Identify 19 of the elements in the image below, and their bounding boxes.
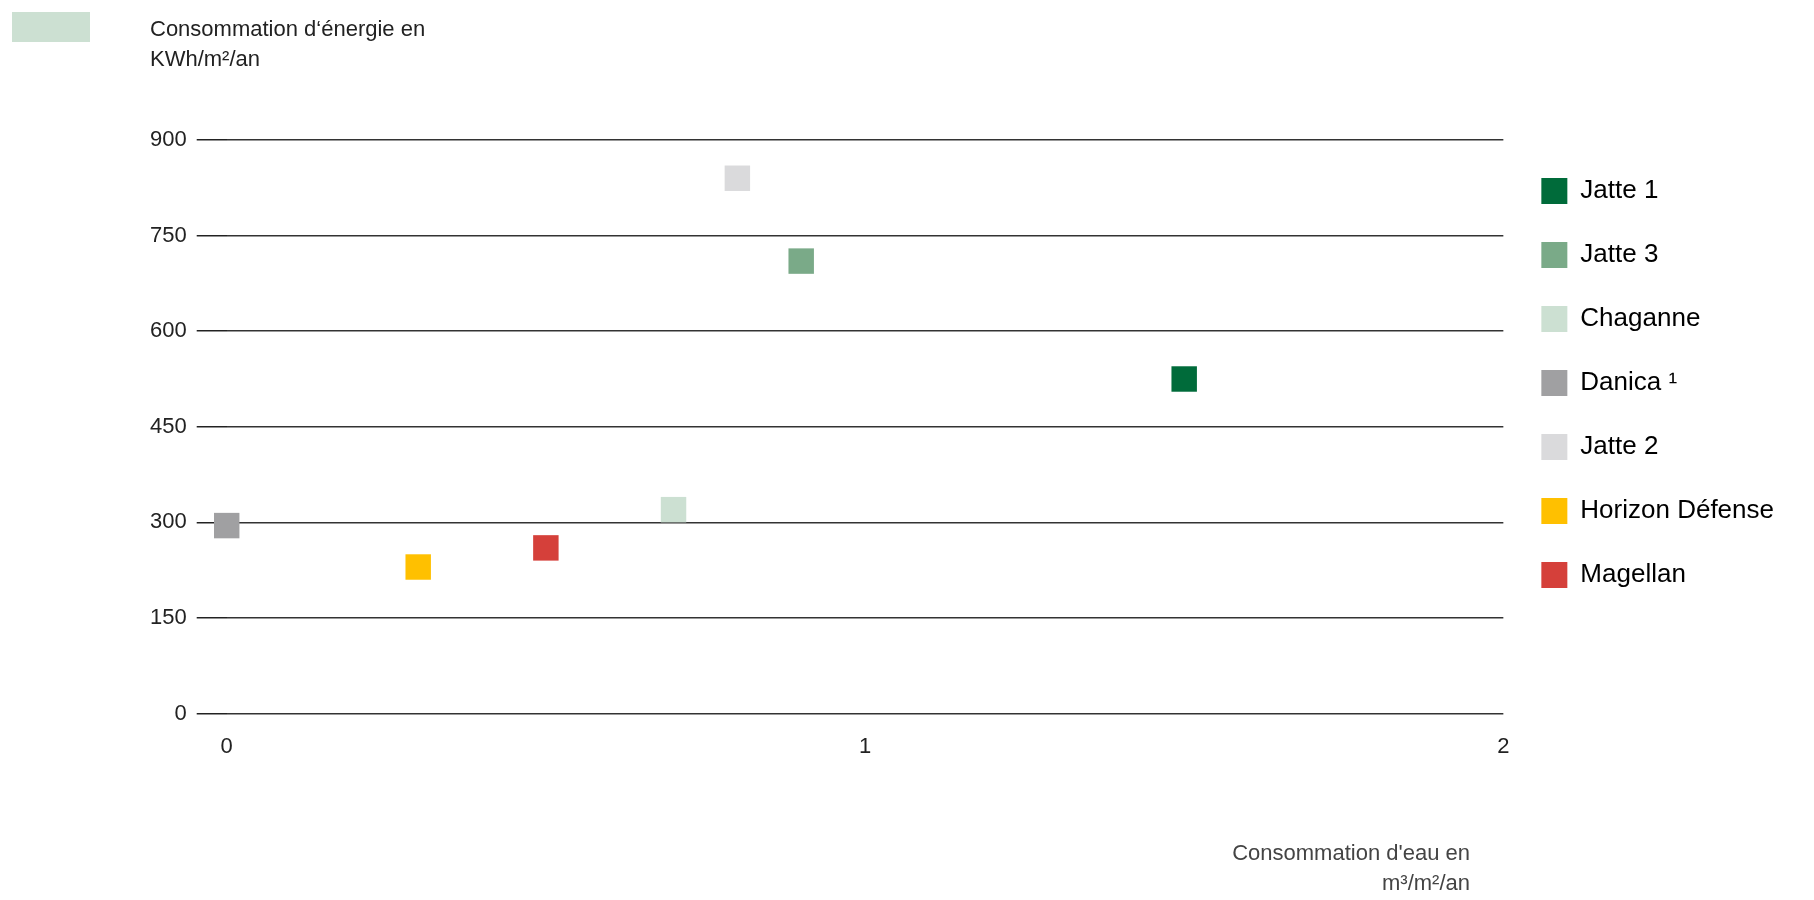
x-axis-title: Consommation d'eau en m³/m²/an (1231, 839, 1470, 897)
y-tick-label: 450 (149, 412, 187, 438)
legend-label: Magellan (1580, 558, 1686, 589)
x-tick-label: 2 (1497, 732, 1510, 758)
legend-label: Jatte 2 (1580, 430, 1659, 461)
legend-label: Horizon Défense (1580, 494, 1774, 525)
y-axis-title: Consommation d‘énergie en KWh/m²/an (150, 15, 427, 73)
y-tick-label: 300 (149, 508, 187, 534)
legend-label: Chaganne (1580, 302, 1701, 333)
y-tick-label: 0 (174, 699, 187, 725)
x-tick-label: 0 (220, 732, 233, 758)
legend-label: Danica ¹ (1580, 366, 1678, 397)
y-tick-label: 150 (149, 604, 187, 630)
legend-label: Jatte 3 (1580, 238, 1659, 269)
x-tick-label: 1 (858, 732, 872, 758)
y-tick-label: 750 (149, 221, 187, 247)
legend-label: Jatte 1 (1580, 174, 1659, 205)
y-tick-label: 600 (149, 317, 187, 343)
y-tick-label: 900 (149, 126, 187, 152)
